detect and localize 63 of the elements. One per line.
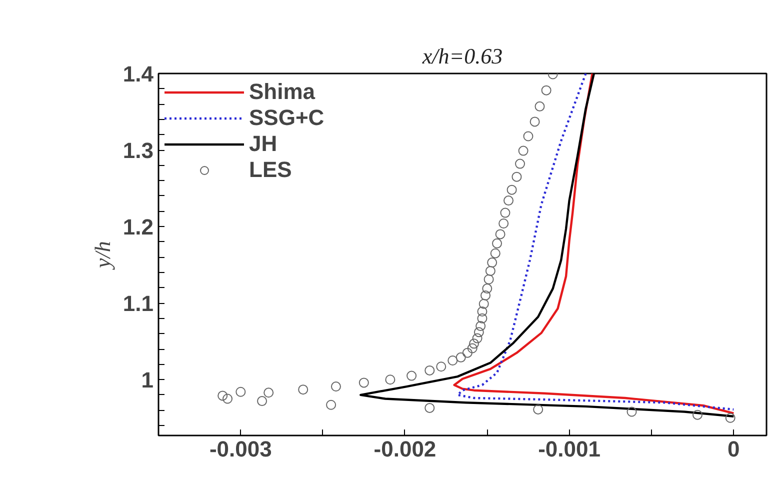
- x-tick-label: 0: [728, 436, 740, 462]
- point: [467, 343, 478, 354]
- point: [512, 172, 522, 182]
- point: [523, 131, 534, 142]
- point: [236, 386, 246, 397]
- x-tick-label: -0.001: [538, 436, 601, 462]
- point: [298, 384, 308, 395]
- point: [472, 333, 482, 344]
- point: [534, 101, 545, 112]
- point: [515, 158, 526, 169]
- point: [626, 406, 637, 417]
- point: [222, 394, 233, 404]
- point: [480, 290, 491, 300]
- point: [500, 208, 510, 218]
- point: [495, 229, 506, 240]
- point: [448, 356, 458, 366]
- y-tick-label: 1.2: [122, 214, 154, 240]
- y-tick-label: 1.1: [122, 291, 154, 316]
- point: [424, 402, 435, 413]
- point: [492, 238, 502, 248]
- point: [498, 218, 509, 228]
- point: [257, 396, 268, 406]
- point: [725, 412, 736, 423]
- point: [424, 365, 435, 376]
- legend-label: JH: [249, 131, 278, 157]
- point: [358, 378, 369, 388]
- point: [478, 298, 489, 309]
- point: [506, 184, 517, 195]
- point: [541, 85, 552, 96]
- point: [484, 274, 494, 284]
- point: [406, 370, 417, 381]
- point: [456, 352, 466, 362]
- legend-label: Shima: [249, 79, 316, 105]
- point: [533, 404, 544, 414]
- y-axis-title: y/h: [90, 241, 115, 270]
- point: [330, 382, 341, 392]
- legend-label: LES: [249, 157, 292, 183]
- point: [530, 116, 540, 127]
- point: [482, 284, 492, 294]
- point: [477, 313, 488, 324]
- point: [474, 327, 484, 338]
- point: [462, 348, 472, 358]
- point: [264, 388, 274, 398]
- point: [692, 410, 702, 420]
- point: [518, 146, 528, 156]
- point: [218, 390, 228, 401]
- point: [504, 196, 514, 206]
- point: [487, 258, 498, 268]
- y-tick-label: 1.4: [122, 62, 154, 86]
- point: [477, 306, 488, 317]
- point: [485, 266, 496, 276]
- x-tick-label: -0.002: [374, 436, 436, 462]
- y-tick-label: 1.3: [122, 138, 154, 164]
- chart-title: x/h=0.63: [421, 44, 503, 68]
- point: [476, 321, 486, 332]
- y-tick-label: 1: [141, 368, 154, 393]
- x-tick-label: -0.003: [209, 436, 272, 462]
- point: [326, 400, 336, 410]
- point: [385, 374, 396, 385]
- legend-label: SSG+C: [249, 105, 324, 131]
- point: [436, 362, 446, 372]
- point: [469, 338, 480, 349]
- point: [490, 248, 500, 258]
